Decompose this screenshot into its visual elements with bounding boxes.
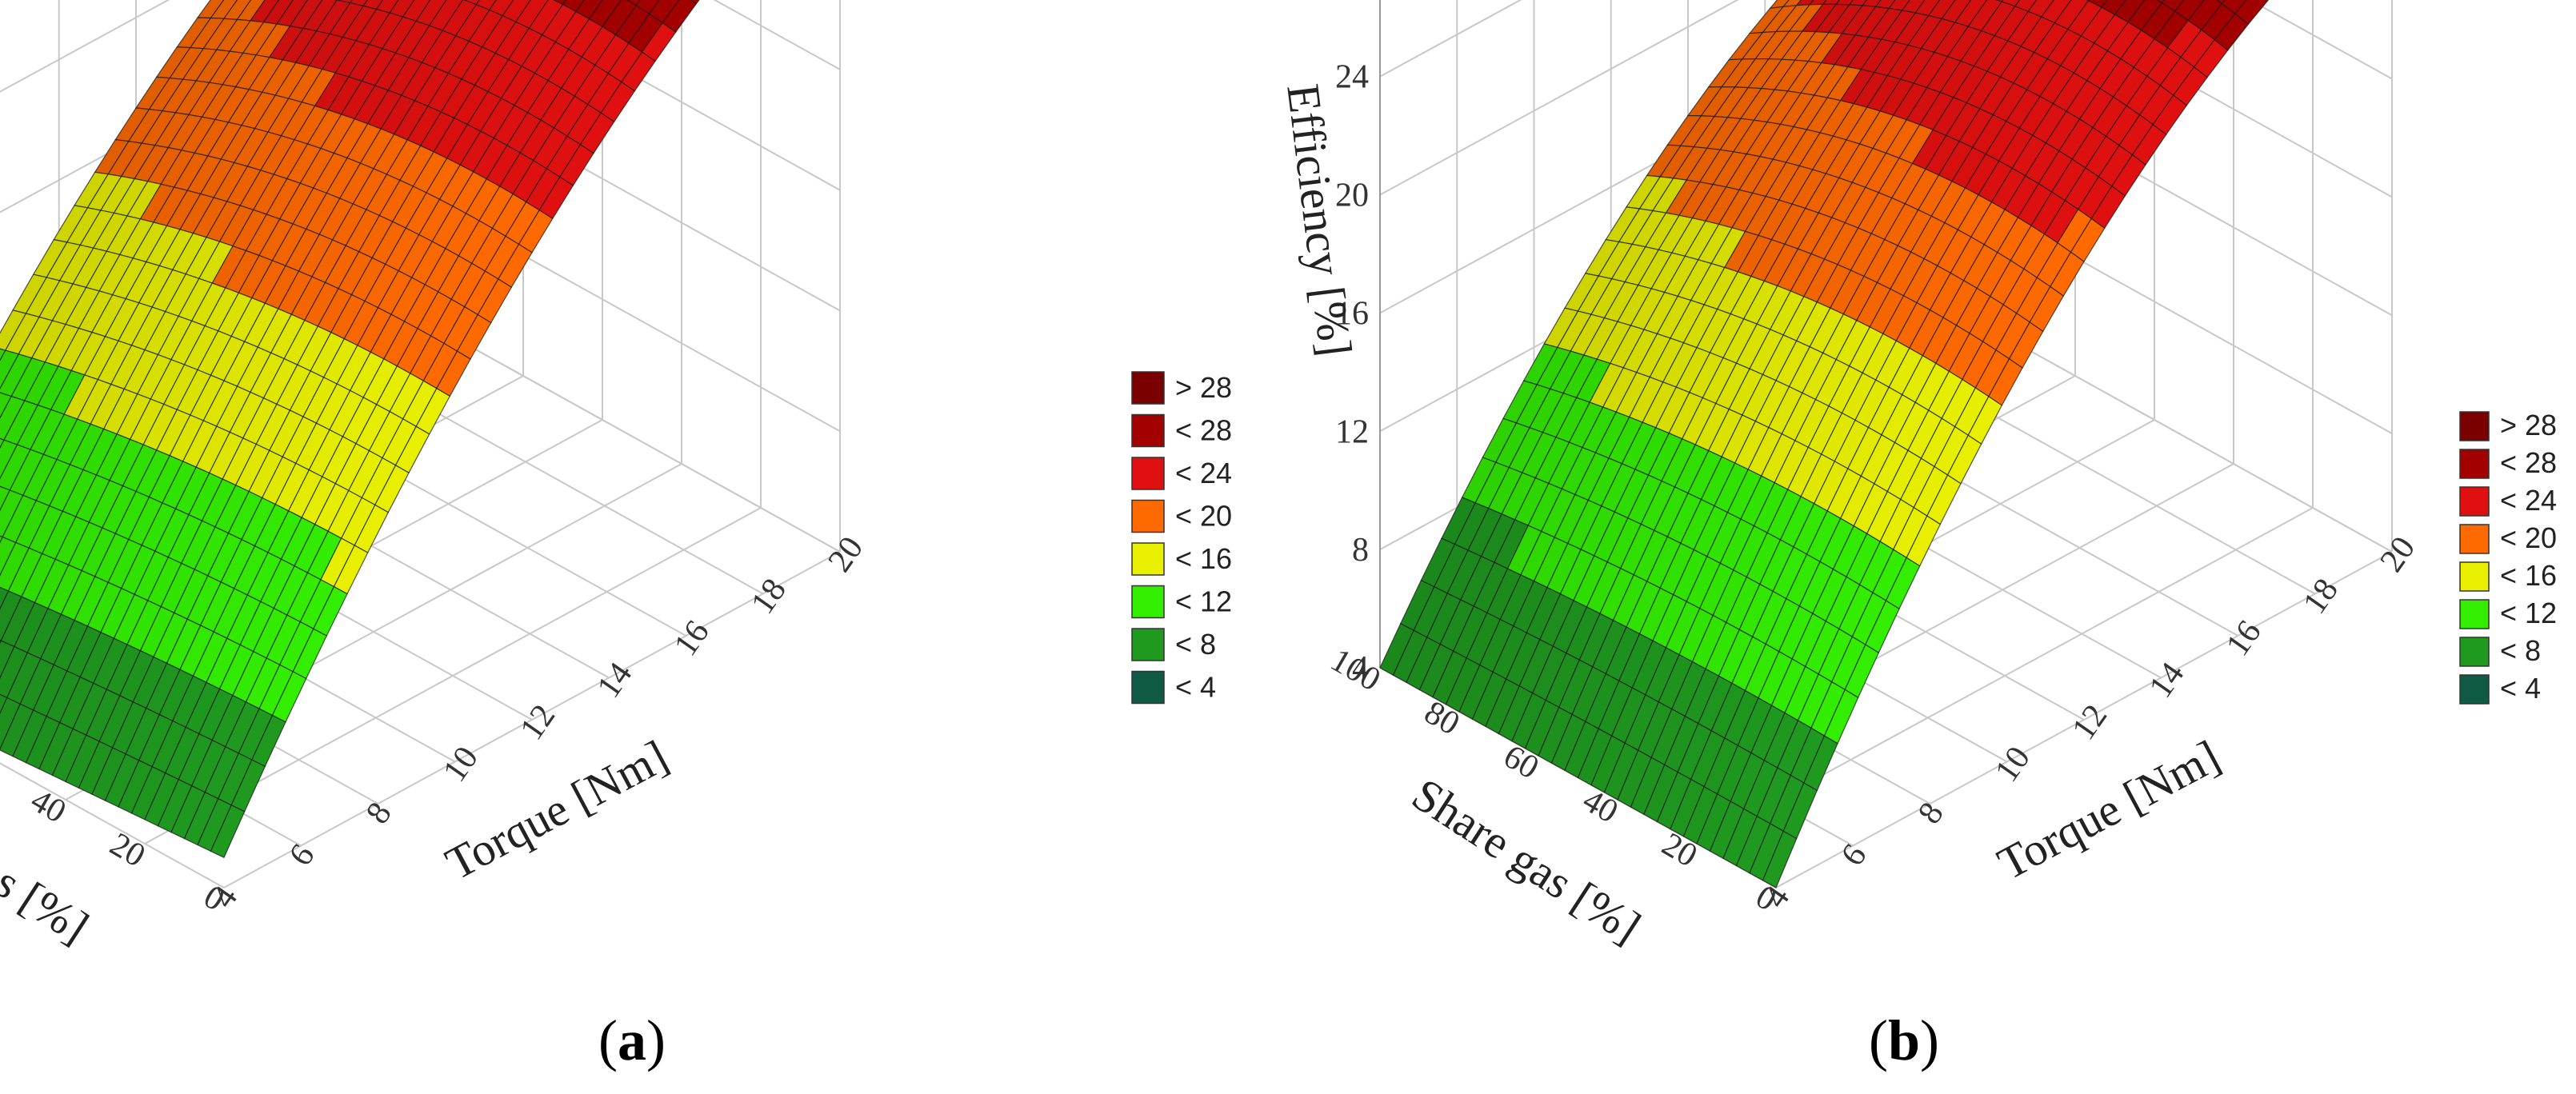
z-tick-label: 4 — [1352, 650, 1369, 687]
legend-label: < 16 — [2500, 559, 2557, 592]
legend-swatch — [1131, 628, 1165, 661]
x-tick-label: 6 — [1834, 838, 1874, 873]
x-tick-label: 20 — [2374, 530, 2423, 579]
panel-caption: (a) — [598, 1008, 666, 1072]
legend-swatch — [2459, 599, 2490, 629]
x-tick-label: 8 — [359, 796, 399, 831]
y-tick-label: 40 — [25, 782, 72, 831]
wall-grid-line — [1995, 331, 2393, 553]
legend-swatch — [1131, 542, 1165, 576]
z-tick-label: 12 — [1335, 413, 1369, 450]
legend-swatch — [2459, 411, 2490, 441]
floor-grid-line — [223, 551, 841, 888]
surface-patch — [1762, 830, 1798, 888]
legend-swatch — [2459, 524, 2490, 554]
x-tick-label: 10 — [1988, 740, 2038, 789]
y-tick-label: 100 — [1324, 641, 1386, 698]
chart-panel-b: 4812162024283202040608010046810121416182… — [1277, 0, 2557, 1072]
z-tick-label: 24 — [1335, 59, 1369, 96]
x-tick-label: 10 — [436, 740, 486, 789]
legend-swatch — [2459, 674, 2490, 705]
wall-grid-line — [443, 331, 841, 553]
legend-label: < 8 — [1175, 628, 1216, 661]
legend-swatch — [1131, 585, 1165, 619]
legend-label: < 16 — [1175, 542, 1232, 575]
chart-panel-a: 481216202428020406080100468101214161820E… — [0, 0, 1232, 1072]
z-tick-label: 8 — [1352, 532, 1369, 569]
x-tick-label: 18 — [744, 572, 794, 621]
legend-label: < 20 — [1175, 500, 1232, 533]
legend-label: < 24 — [2500, 484, 2557, 517]
legend-label: < 4 — [2500, 672, 2541, 705]
floor-grid-line — [1775, 551, 2393, 888]
legend-label: < 8 — [2500, 634, 2541, 667]
wall-grid-line — [713, 0, 841, 70]
legend-label: < 12 — [1175, 585, 1232, 618]
legend-label: < 28 — [1175, 414, 1232, 447]
legend-swatch — [1131, 499, 1165, 533]
y-tick-label: 20 — [104, 826, 151, 875]
legend-swatch — [1131, 371, 1165, 405]
x-tick-label: 16 — [667, 614, 717, 663]
wall-grid-line — [0, 0, 170, 93]
legend-swatch — [2459, 637, 2490, 667]
legend-swatch — [1131, 413, 1165, 448]
wall-grid-line — [2248, 0, 2393, 80]
z-tick-label: 20 — [1335, 178, 1369, 214]
legend-label: < 12 — [2500, 597, 2557, 629]
floor-grid-line — [0, 762, 225, 888]
x-tick-label: 20 — [822, 530, 871, 579]
legend-label: < 24 — [1175, 457, 1232, 489]
x-tick-label: 6 — [282, 838, 322, 873]
x-tick-label: 14 — [590, 656, 640, 705]
legend-swatch — [1131, 457, 1165, 490]
x-tick-label: 18 — [2296, 572, 2346, 621]
wall-grid-line — [1379, 0, 1522, 78]
legend-label: > 28 — [1175, 371, 1232, 404]
legend-label: > 28 — [2500, 409, 2557, 441]
legend-label: < 20 — [2500, 521, 2557, 554]
x-tick-label: 12 — [2066, 698, 2115, 747]
panel-caption: (b) — [1869, 1008, 1939, 1072]
x-tick-label: 8 — [1911, 796, 1951, 831]
legend-swatch — [2459, 486, 2490, 517]
legend-label: < 28 — [2500, 446, 2557, 479]
x-tick-label: 16 — [2219, 614, 2269, 663]
x-tick-label: 12 — [514, 698, 563, 747]
z-axis-label: Efficiency [%] — [1277, 81, 1362, 358]
x-tick-label: 14 — [2142, 656, 2192, 705]
surface-patch — [210, 804, 246, 859]
legend-label: < 4 — [1175, 671, 1216, 704]
wall-grid-line — [1379, 0, 1739, 196]
z-tick-label: 16 — [1335, 295, 1369, 332]
legend-swatch — [2459, 449, 2490, 479]
legend-swatch — [1131, 670, 1165, 705]
legend-swatch — [2459, 561, 2490, 592]
